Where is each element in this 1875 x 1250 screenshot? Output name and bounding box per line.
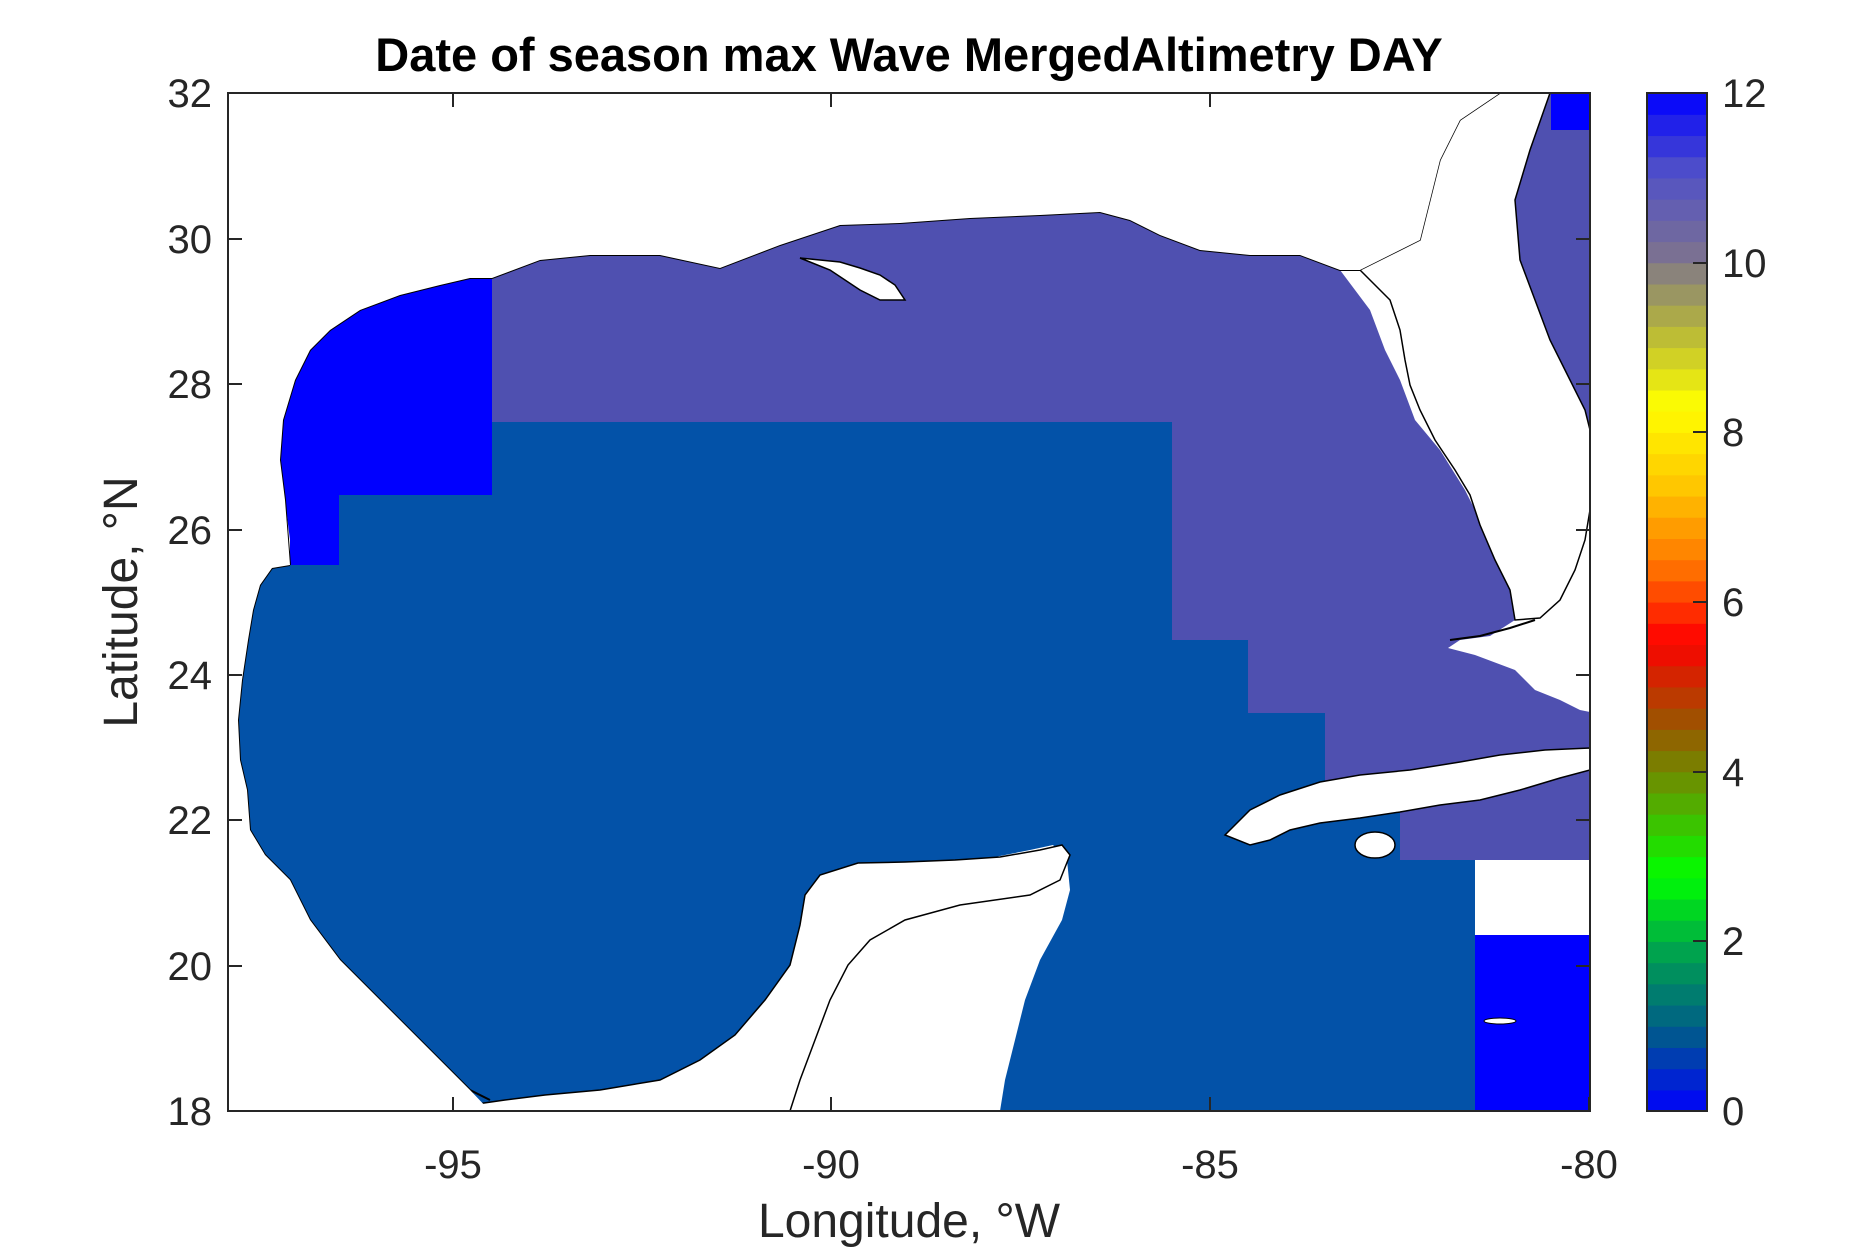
x-tick-label: -90 [802, 1143, 860, 1187]
y-tick-label: 18 [168, 1090, 213, 1134]
colorbar-band [1647, 368, 1707, 391]
colorbar-band [1647, 474, 1707, 497]
colorbar-band [1647, 177, 1707, 200]
colorbar-band [1647, 729, 1707, 752]
colorbar-band [1647, 347, 1707, 370]
ocean-grid [228, 93, 1590, 1111]
grid-cell-region-texas-shelf [280, 278, 492, 565]
colorbar-tick-label: 0 [1722, 1090, 1744, 1134]
land-isle-of-youth [1354, 831, 1396, 859]
x-axis: -95 -90 -85 -80 [424, 93, 1618, 1187]
y-tick-label: 28 [168, 363, 213, 407]
land-small-island [1483, 1017, 1517, 1025]
land-yucatan [439, 844, 1071, 1111]
colorbar-tick-label: 6 [1722, 581, 1744, 625]
colorbar-tick-label: 2 [1722, 920, 1744, 964]
colorbar-band [1647, 665, 1707, 688]
land-cuba [1223, 747, 1590, 846]
land-florida-keys [1449, 619, 1536, 641]
colorbar-band [1647, 1047, 1707, 1070]
y-tick-label: 22 [168, 799, 213, 843]
colorbar-band [1647, 411, 1707, 433]
colorbar-band [1647, 708, 1707, 730]
colorbar-band [1647, 199, 1707, 221]
colorbar-band [1647, 326, 1707, 349]
grid-cell-region-west-gulf [238, 422, 1475, 1111]
colorbar-band [1647, 920, 1707, 942]
colorbar-band [1647, 771, 1707, 794]
colorbar-band [1647, 623, 1707, 646]
colorbar-tick-label: 8 [1722, 411, 1744, 455]
colorbar-band [1647, 517, 1707, 539]
colorbar-band [1647, 814, 1707, 836]
colorbar-tick-label: 4 [1722, 751, 1744, 795]
x-tick-label: -80 [1560, 1143, 1618, 1187]
land-mississippi-delta [799, 257, 907, 301]
colorbar-band [1647, 686, 1707, 709]
colorbar-band [1647, 305, 1707, 327]
x-axis-label: Longitude, °W [758, 1195, 1061, 1248]
colorbar-band [1647, 262, 1707, 285]
colorbar-bands [1647, 93, 1707, 1112]
plot-frame [227, 92, 1591, 1112]
colorbar-band [1647, 962, 1707, 985]
colorbar-tick-label: 10 [1722, 242, 1767, 286]
colorbar-band [1647, 877, 1707, 900]
grid-cell-region-east-gulf [492, 93, 1590, 860]
colorbar-band [1647, 1004, 1707, 1027]
colorbar-band [1647, 792, 1707, 815]
colorbar-band [1647, 432, 1707, 455]
colorbar-band [1647, 135, 1707, 158]
colorbar-band [1647, 580, 1707, 603]
y-tick-label: 30 [168, 218, 213, 262]
colorbar-band [1647, 856, 1707, 879]
y-tick-label: 32 [168, 72, 213, 116]
land-mexico [228, 93, 1500, 1111]
colorbar-band [1647, 983, 1707, 1006]
colorbar-band [1647, 898, 1707, 921]
y-axis: 18 20 22 24 26 28 30 32 [168, 72, 1590, 1134]
colorbar-band [1647, 93, 1707, 115]
colorbar-band [1647, 156, 1707, 179]
map-plot-area [227, 92, 1591, 1112]
colorbar-band [1647, 559, 1707, 582]
colorbar-band [1647, 750, 1707, 773]
colorbar-tick-label: 12 [1722, 72, 1767, 116]
colorbar-band [1647, 453, 1707, 476]
colorbar-band [1647, 538, 1707, 561]
colorbar-ticks: 0 2 4 6 8 10 12 [1693, 72, 1767, 1134]
colorbar-band [1647, 495, 1707, 518]
colorbar-band [1647, 644, 1707, 667]
colorbar-band [1647, 602, 1707, 624]
y-axis-label: Latitude, °N [95, 476, 148, 727]
colorbar: 0 2 4 6 8 10 12 [1646, 72, 1767, 1134]
colorbar-band [1647, 220, 1707, 243]
land-florida [1358, 93, 1590, 621]
x-tick-label: -95 [424, 1143, 482, 1187]
colorbar-band [1647, 283, 1707, 306]
colorbar-band [1647, 114, 1707, 137]
y-tick-label: 26 [168, 509, 213, 553]
colorbar-band [1647, 835, 1707, 858]
colorbar-band [1647, 1089, 1707, 1112]
colorbar-band [1647, 241, 1707, 264]
colorbar-band [1647, 941, 1707, 964]
colorbar-band [1647, 389, 1707, 412]
colorbar-band [1647, 1026, 1707, 1048]
y-tick-label: 20 [168, 945, 213, 989]
grid-cell-ne-corner [1551, 93, 1590, 130]
y-tick-label: 24 [168, 654, 213, 698]
x-tick-label: -85 [1181, 1143, 1239, 1187]
chart-title: Date of season max Wave MergedAltimetry … [375, 28, 1442, 81]
colorbar-band [1647, 1068, 1707, 1091]
